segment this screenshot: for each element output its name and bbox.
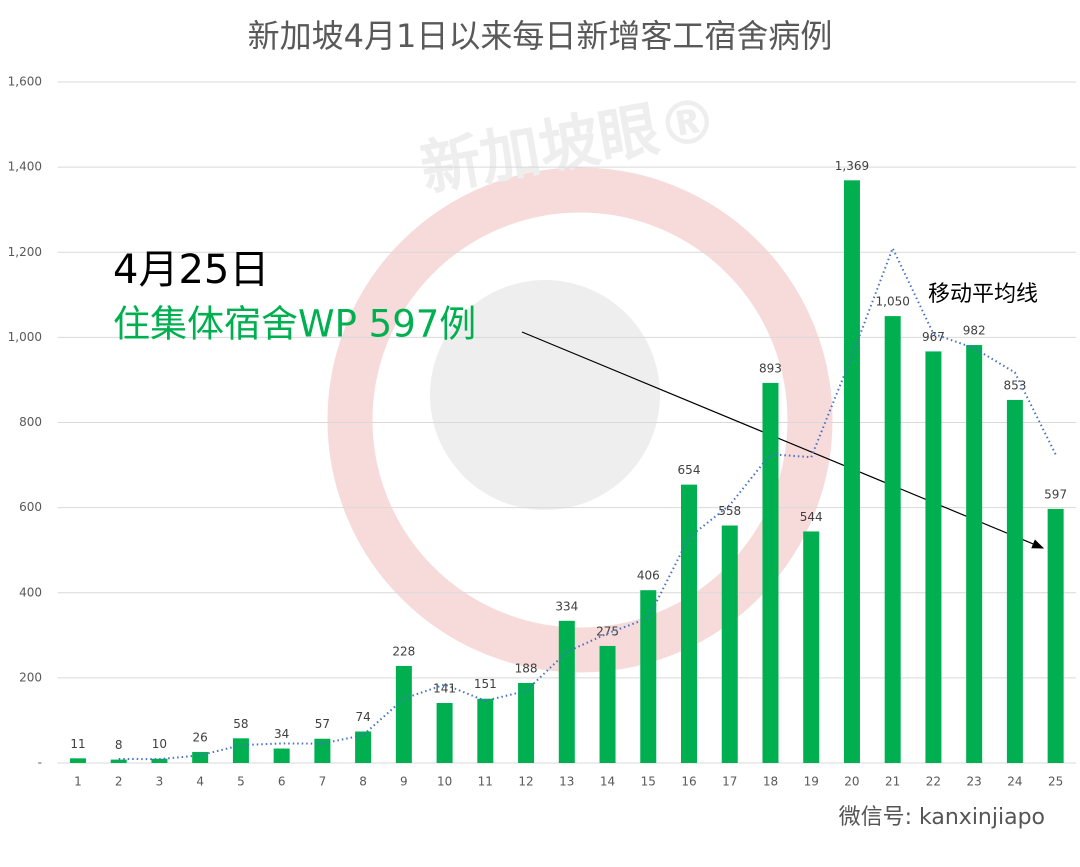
y-tick-label: 200 [19,670,42,684]
y-tick-label: 1,400 [8,160,42,174]
bar [762,382,779,763]
x-tick-label: 13 [559,775,574,789]
watermark-ring [327,167,833,673]
x-tick-label: 21 [885,775,900,789]
x-tick-label: 15 [641,775,656,789]
x-tick-label: 24 [1007,775,1022,789]
data-label: 141 [433,681,456,695]
bar [436,702,453,763]
bar [192,751,209,763]
data-label: 57 [315,717,330,731]
data-label: 1,050 [876,295,910,309]
annotation-date: 4月25日 [113,247,269,293]
x-tick-label: 20 [844,775,859,789]
data-label: 1,369 [835,159,869,173]
bar [518,682,535,763]
bar [232,738,249,763]
annotation-arrow [521,331,1045,549]
bar [1006,399,1023,763]
data-label: 654 [678,463,701,477]
data-label: 151 [474,677,497,691]
bar [966,345,983,763]
data-label: 228 [392,644,415,658]
x-tick-label: 8 [359,775,367,789]
data-label: 967 [922,330,945,344]
bar [721,525,738,763]
y-tick-label: 600 [19,500,42,514]
bar [151,758,168,763]
bar [925,351,942,763]
y-tick-label: - [38,756,42,770]
x-tick-label: 12 [518,775,533,789]
data-label: 544 [800,510,823,524]
bar [599,645,616,763]
data-label: 853 [1003,378,1026,392]
data-label: 597 [1044,487,1067,501]
data-label: 558 [718,504,741,518]
x-tick-label: 16 [681,775,696,789]
data-label: 982 [963,324,986,338]
x-tick-label: 3 [156,775,164,789]
data-label: 893 [759,361,782,375]
x-tick-label: 2 [115,775,123,789]
x-tick-label: 18 [763,775,778,789]
bar [395,665,412,763]
x-tick-label: 5 [237,775,245,789]
data-label: 26 [193,730,208,744]
data-label: 334 [555,599,578,613]
x-tick-label: 11 [478,775,493,789]
x-tick-label: 22 [926,775,941,789]
bar [477,698,494,763]
y-tick-label: 1,200 [8,245,42,259]
annotation-note: 住集体宿舍WP 597例 [113,303,476,346]
legend-label: 移动平均线 [928,282,1038,307]
bar [558,620,575,763]
data-label: 58 [233,717,248,731]
bar [843,180,860,763]
bar [314,738,331,763]
bar [273,748,290,763]
data-label: 8 [115,738,123,752]
bar [803,531,820,763]
bar [681,484,698,763]
data-label: 34 [274,727,289,741]
bar [884,316,901,763]
bar [355,731,372,763]
source: 微信号: kanxinjiapo [839,805,1045,830]
x-tick-label: 4 [196,775,204,789]
x-tick-label: 14 [600,775,615,789]
y-tick-label: 400 [19,585,42,599]
x-tick-label: 19 [804,775,819,789]
y-tick-label: 1,600 [8,75,42,89]
data-label: 74 [355,710,370,724]
y-tick-label: 800 [19,415,42,429]
x-tick-label: 9 [400,775,408,789]
data-label: 275 [596,624,619,638]
data-label: 11 [70,737,85,751]
x-tick-label: 23 [967,775,982,789]
chart-title: 新加坡4月1日以来每日新增客工宿舍病例 [248,17,833,55]
x-tick-label: 10 [437,775,452,789]
bar [110,759,127,763]
x-tick-label: 17 [722,775,737,789]
y-tick-label: 1,000 [8,330,42,344]
data-label: 188 [515,661,538,675]
bar [69,758,86,763]
bar [1047,508,1064,763]
x-tick-label: 7 [319,775,327,789]
moving-average-line [118,245,1057,761]
x-tick-label: 25 [1048,775,1063,789]
x-tick-label: 1 [74,775,82,789]
x-tick-label: 6 [278,775,286,789]
data-label: 406 [637,569,660,583]
bar [640,590,657,763]
data-label: 10 [152,737,167,751]
